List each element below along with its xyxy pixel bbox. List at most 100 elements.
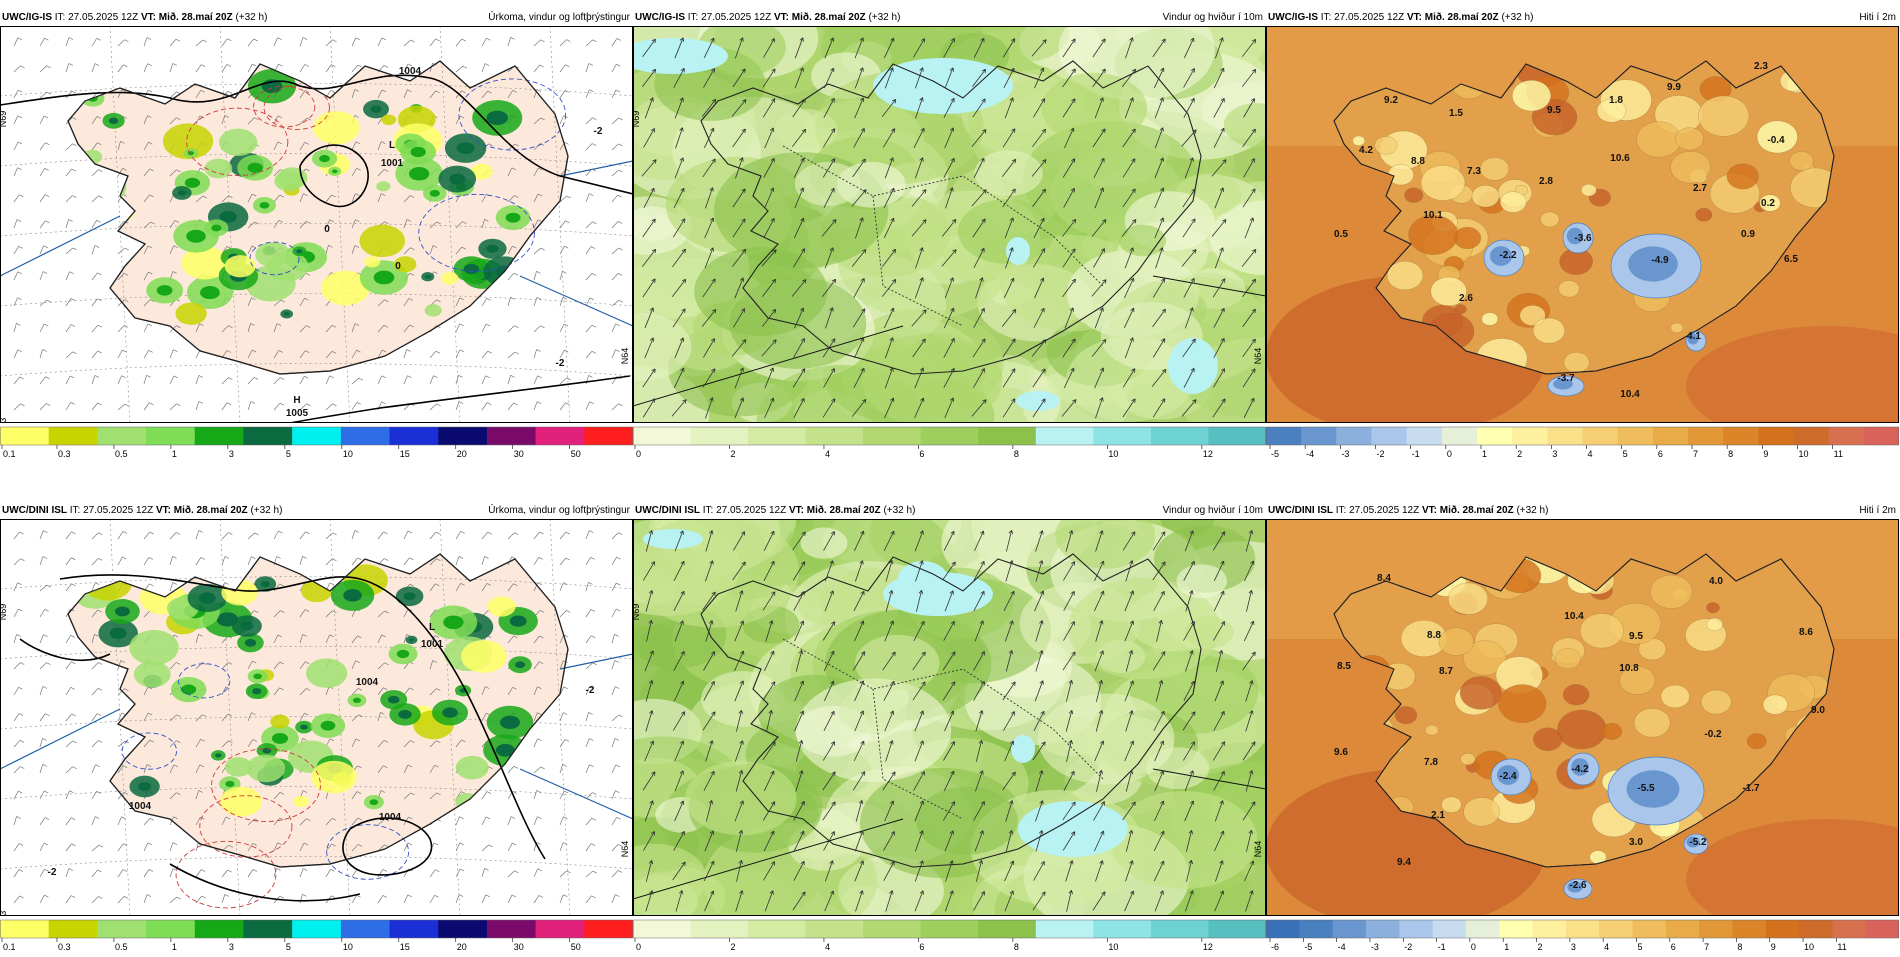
scale-tick-label: 20: [457, 449, 467, 459]
scale-color-box: [1532, 920, 1567, 938]
scale-tick-label: 0.1: [3, 449, 16, 459]
temperature-contour: [253, 85, 316, 128]
parameter-title: Úrkoma, vindur og loftþrýstingur: [488, 12, 630, 23]
pressure-label: 1004: [399, 66, 422, 77]
scale-color-box: [690, 920, 749, 938]
run-info: UWC/DINI ISL IT: 27.05.2025 12Z VT: Mið.…: [1268, 503, 1548, 519]
run-info: UWC/IG-IS IT: 27.05.2025 12Z VT: Mið. 28…: [635, 10, 900, 26]
scale-color-box: [863, 920, 922, 938]
lead-time: (+32 h): [235, 12, 268, 23]
scale-tick-label: 10: [1804, 942, 1814, 952]
temperature-value-label: 9.5: [1547, 105, 1561, 116]
latitude-label: N64: [620, 841, 630, 858]
scale-color-box: [1828, 427, 1865, 445]
wind-speed-field: [633, 26, 1266, 423]
scale-tick-label: 4: [825, 942, 830, 952]
wind-arrows: [641, 37, 1257, 419]
temperature-value-label: 2.7: [1693, 183, 1707, 194]
model-name: UWC/IG-IS: [1268, 12, 1318, 23]
scale-tick-label: 10: [1799, 449, 1809, 459]
temperature-value-label: 10.4: [1564, 611, 1584, 622]
scale-color-box: [1035, 427, 1094, 445]
latitude-line: [0, 83, 633, 97]
valid-time-label: VT:: [1421, 505, 1437, 516]
scale-color-box: [1547, 427, 1583, 445]
run-info: UWC/IG-IS IT: 27.05.2025 12Z VT: Mið. 28…: [1268, 10, 1533, 26]
scale-color-box: [0, 427, 50, 445]
init-time: IT: 27.05.2025 12Z: [69, 505, 154, 516]
lead-time: (+32 h): [883, 505, 916, 516]
scale-tick-label: 1: [1504, 942, 1509, 952]
scale-tick-label: 2: [730, 449, 735, 459]
lead-time: (+32 h): [1501, 12, 1534, 23]
model-name: UWC/DINI ISL: [2, 505, 67, 516]
scale-color-box: [438, 920, 488, 938]
scale-color-box: [1477, 427, 1513, 445]
panel-header: UWC/DINI ISL IT: 27.05.2025 12Z VT: Mið.…: [633, 503, 1266, 519]
temperature-value-label: 2.3: [1754, 61, 1768, 72]
forecast-panel-temp-dini-isl: UWC/DINI ISL IT: 27.05.2025 12Z VT: Mið.…: [1266, 503, 1899, 957]
scale-color-box: [1665, 920, 1700, 938]
temperature-value-label: 9.4: [1397, 857, 1411, 868]
valid-time: Mið. 28.maí 20Z: [791, 12, 866, 23]
scale-tick-label: 15: [400, 449, 410, 459]
scale-tick-label: 11: [1837, 942, 1846, 952]
pressure-label: 0: [395, 261, 401, 272]
scale-tick-label: 10: [343, 449, 353, 459]
valid-time: Mið. 28.maí 20Z: [173, 505, 248, 516]
strong-wind-area: [1006, 237, 1030, 265]
longitude-line: [329, 26, 351, 423]
lead-time: (+32 h): [1516, 505, 1549, 516]
temperature-value-label: 8.6: [1799, 627, 1813, 638]
temperature-contour: [263, 85, 330, 130]
scale-tick-label: 0.5: [115, 942, 128, 952]
pressure-label: 1004: [379, 812, 402, 823]
init-time: IT: 27.05.2025 12Z: [1320, 12, 1405, 23]
scale-tick-label: 50: [571, 449, 581, 459]
map-frame: [633, 519, 1266, 916]
isobar-line: [0, 74, 633, 195]
temperature-value-label: 6.5: [1784, 254, 1798, 265]
latitude-label: N69: [633, 111, 641, 128]
scale-color-box: [1582, 427, 1619, 445]
valid-time: Mið. 28.maí 20Z: [158, 12, 233, 23]
scale-tick-label: 0.5: [115, 449, 128, 459]
coastline: [67, 60, 569, 375]
temperature-contour: [121, 732, 178, 770]
pressure-label: 1001: [381, 158, 404, 169]
scale-color-box: [48, 427, 98, 445]
scale-frame: [0, 919, 633, 939]
glacier-cold-core: [1490, 246, 1512, 266]
scale-color-box: [535, 427, 585, 445]
model-name: UWC/DINI ISL: [635, 505, 700, 516]
run-info: UWC/DINI ISL IT: 27.05.2025 12Z VT: Mið.…: [635, 503, 915, 519]
lead-time: (+32 h): [868, 12, 901, 23]
map-frame: [1266, 26, 1899, 423]
latitude-line: [0, 363, 633, 377]
temperature-value-label: 0.2: [1761, 198, 1775, 209]
isobar-line: [299, 144, 369, 208]
isobar-line: [169, 863, 361, 902]
scale-color-box: [292, 427, 342, 445]
scale-color-box: [1441, 427, 1478, 445]
scale-tick-label: 3: [1552, 449, 1557, 459]
scale-color-box: [340, 427, 391, 445]
temperature-value-label: -4.9: [1651, 255, 1669, 266]
map-frame: [633, 26, 1266, 423]
scale-color-box: [389, 920, 439, 938]
scale-color-box: [1301, 427, 1337, 445]
color-scale-precip: 0.1 0.3 0.5 1 3 5 10 15 20 30 50: [0, 919, 633, 952]
strong-wind-area: [898, 561, 948, 597]
scale-tick-label: 2: [1538, 942, 1543, 952]
scale-color-box: [1365, 920, 1400, 938]
pressure-label: 0: [324, 224, 330, 235]
temperature-value-label: 7.8: [1424, 757, 1438, 768]
model-name: UWC/IG-IS: [635, 12, 685, 23]
scale-tick-label: -4: [1338, 942, 1346, 952]
region-boundary: [633, 325, 904, 407]
temperature-value-label: 0.5: [1334, 229, 1348, 240]
region-boundary: [519, 275, 633, 327]
scale-color-box: [1093, 920, 1152, 938]
scale-color-box: [1208, 427, 1266, 445]
region-boundary: [782, 638, 1104, 820]
